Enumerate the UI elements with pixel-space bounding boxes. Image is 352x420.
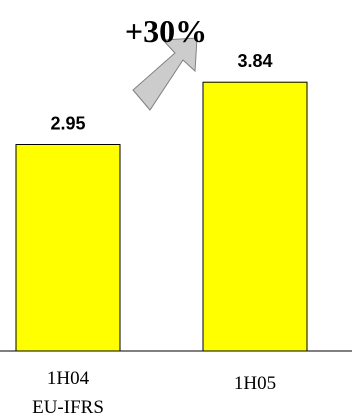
value-label-1h04: 2.95: [50, 114, 85, 134]
bars-layer: [15, 81, 308, 352]
bar-1h04: [15, 144, 121, 352]
category-sublabel-1h04: EU-IFRS: [32, 397, 104, 418]
value-label-1h05: 3.84: [237, 51, 272, 71]
labels-layer: 2.95 1H04 EU-IFRS 3.84 1H05: [32, 51, 276, 418]
category-label-1h05: 1H05: [234, 373, 276, 394]
bar-1h05: [202, 81, 308, 352]
growth-annotation: +30%: [125, 13, 207, 49]
growth-arrow-icon: [132, 37, 198, 111]
category-label-1h04: 1H04: [47, 368, 90, 389]
